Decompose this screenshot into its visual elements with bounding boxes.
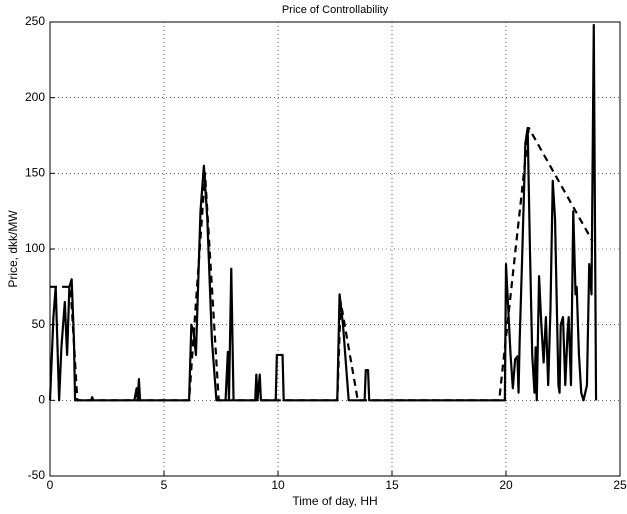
y-tick-label: -50 (28, 468, 46, 482)
y-tick-label: 250 (25, 14, 45, 28)
x-tick-label: 20 (499, 478, 513, 492)
series-line (50, 126, 594, 402)
x-tick-label: 25 (613, 478, 627, 492)
axes-frame (49, 21, 621, 477)
y-tick-label: 100 (25, 241, 45, 255)
x-tick-label: 0 (47, 478, 54, 492)
y-tick-label: 200 (25, 90, 45, 104)
x-tick-label: 10 (271, 478, 285, 492)
x-tick-label: 5 (161, 478, 168, 492)
x-axis-label: Time of day, HH (292, 494, 377, 508)
y-tick-label: 150 (25, 166, 45, 180)
x-tick-label: 15 (385, 478, 399, 492)
y-tick-label: 50 (32, 317, 46, 331)
y-tick-label: 0 (38, 393, 45, 407)
chart-title: Price of Controllability (282, 4, 389, 16)
y-axis-label: Price, dkk/MW (6, 210, 20, 288)
